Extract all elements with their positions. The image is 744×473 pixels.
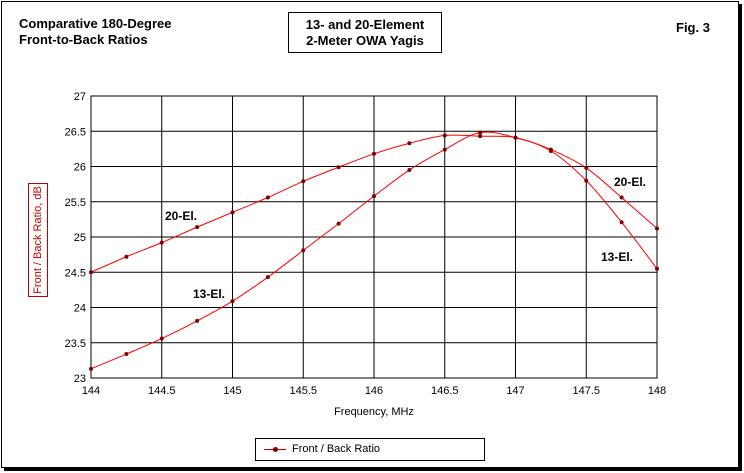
x-tick-label-5: 146.5 — [431, 385, 459, 397]
data-point-20el-4 — [230, 210, 235, 215]
y-tick-label-7: 26.5 — [65, 126, 86, 138]
y-tick-label-4: 25 — [74, 232, 86, 244]
chart-title-line1: Comparative 180-Degree — [19, 16, 172, 31]
y-tick-label-2: 24 — [74, 303, 86, 315]
data-point-20el-5 — [265, 195, 270, 200]
series-annotation-2: 20-El. — [614, 175, 646, 189]
y-axis-label: Front / Back Ratio, dB — [32, 186, 44, 294]
data-point-13el-11 — [478, 130, 483, 135]
figure-label: Fig. 3 — [676, 20, 710, 35]
x-tick-label-2: 145 — [223, 385, 241, 397]
data-point-20el-15 — [619, 195, 624, 200]
data-point-13el-10 — [442, 147, 447, 152]
data-point-20el-8 — [372, 151, 376, 156]
x-tick-label-1: 144.5 — [148, 385, 176, 397]
legend: Front / Back Ratio — [255, 438, 485, 461]
data-point-20el-10 — [442, 133, 447, 138]
legend-label: Front / Back Ratio — [292, 443, 381, 455]
data-point-13el-15 — [619, 220, 624, 225]
data-point-13el-6 — [301, 248, 306, 253]
chart-subtitle-line2: 2-Meter OWA Yagis — [306, 33, 424, 48]
chart-subtitle-line1: 13- and 20-Element — [305, 17, 425, 32]
x-tick-label-3: 145.5 — [289, 385, 317, 397]
y-tick-label-5: 25.5 — [65, 197, 86, 209]
data-point-13el-9 — [407, 168, 412, 173]
series-annotation-0: 20-El. — [165, 209, 197, 223]
x-tick-label-4: 146 — [365, 385, 383, 397]
data-point-20el-7 — [336, 165, 341, 170]
x-tick-label-0: 144 — [82, 385, 100, 397]
y-tick-label-1: 23.5 — [65, 338, 86, 350]
data-point-13el-12 — [513, 135, 518, 140]
data-point-13el-16 — [655, 266, 659, 271]
data-point-20el-1 — [124, 254, 129, 259]
chart-title-line2: Front-to-Back Ratios — [19, 32, 148, 47]
y-tick-label-6: 26 — [74, 162, 86, 174]
legend-marker-swatch — [273, 447, 278, 452]
data-point-20el-9 — [407, 141, 412, 146]
y-tick-label-0: 23 — [74, 373, 86, 385]
data-point-13el-4 — [230, 299, 235, 304]
data-point-20el-16 — [655, 226, 659, 231]
data-point-20el-2 — [159, 240, 164, 245]
data-point-20el-11 — [478, 134, 483, 139]
chart-title: Comparative 180-Degree Front-to-Back Rat… — [19, 16, 171, 48]
data-point-13el-7 — [336, 221, 341, 226]
series-annotation-1: 13-El. — [193, 287, 225, 301]
x-axis-label: Frequency, MHz — [334, 406, 414, 418]
data-point-20el-6 — [301, 179, 306, 184]
y-tick-label-8: 27 — [74, 91, 86, 103]
data-point-13el-5 — [265, 275, 270, 280]
chart-subtitle-box: 13- and 20-Element 2-Meter OWA Yagis — [288, 12, 442, 53]
data-point-13el-0 — [89, 366, 93, 371]
data-point-13el-1 — [124, 352, 129, 357]
data-point-20el-3 — [195, 225, 200, 230]
x-tick-label-7: 147.5 — [572, 385, 600, 397]
series-annotation-3: 13-El. — [601, 250, 633, 264]
data-point-20el-0 — [89, 270, 93, 275]
data-point-13el-14 — [584, 178, 589, 183]
y-axis-label-box: Front / Back Ratio, dB — [28, 183, 48, 297]
data-point-13el-8 — [372, 194, 376, 199]
data-point-13el-2 — [159, 336, 164, 341]
data-point-20el-14 — [584, 165, 589, 170]
y-tick-label-3: 24.5 — [65, 267, 86, 279]
data-point-13el-3 — [195, 318, 200, 323]
data-point-13el-13 — [548, 148, 553, 153]
x-tick-label-8: 148 — [648, 385, 666, 397]
x-tick-label-6: 147 — [506, 385, 524, 397]
